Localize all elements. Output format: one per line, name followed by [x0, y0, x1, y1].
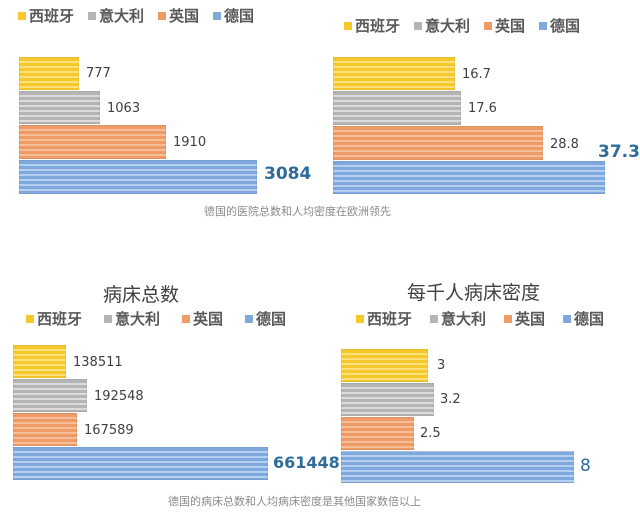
- legend-label: 西班牙: [37, 310, 83, 328]
- legend-swatch-icon: [344, 21, 352, 30]
- bar-germany: [13, 447, 268, 480]
- legend-item-germany: 德国: [563, 308, 604, 329]
- chart-title: 每千人病床密度: [407, 282, 541, 304]
- chart-title: 病床总数: [103, 284, 180, 306]
- value-label-highlight: 37.3: [598, 142, 640, 162]
- legend-swatch-icon: [158, 11, 167, 20]
- legend-label: 西班牙: [29, 7, 75, 25]
- value-label: 16.7: [462, 67, 491, 82]
- legend-label: 英国: [193, 310, 224, 328]
- value-label: 1910: [173, 135, 207, 150]
- bar-germany: [19, 160, 257, 194]
- legend-item-italy: 意大利: [88, 5, 144, 26]
- bar-spain: [13, 345, 66, 378]
- legend-swatch-icon: [430, 314, 439, 323]
- legend-swatch-icon: [88, 11, 97, 20]
- legend-swatch-icon: [182, 314, 191, 323]
- bar-germany: [341, 451, 574, 483]
- bar-italy: [333, 91, 461, 125]
- legend-label: 英国: [515, 310, 546, 328]
- bar-uk: [341, 417, 414, 450]
- value-label: 167589: [84, 423, 134, 438]
- legend: 西班牙 意大利 英国 德国: [344, 15, 594, 36]
- bar-spain: [333, 57, 455, 90]
- legend-label: 德国: [550, 17, 581, 35]
- legend-item-italy: 意大利: [414, 15, 470, 36]
- legend-item-spain: 西班牙: [356, 308, 412, 329]
- legend-swatch-icon: [356, 314, 364, 323]
- value-label: 3: [437, 358, 446, 373]
- bar-italy: [13, 379, 87, 412]
- value-label-highlight: 661448: [273, 453, 340, 472]
- value-label-highlight: 8: [580, 456, 591, 476]
- legend-swatch-icon: [563, 314, 572, 323]
- legend-label: 西班牙: [367, 310, 413, 328]
- legend-item-italy: 意大利: [430, 308, 486, 329]
- legend-swatch-icon: [539, 21, 548, 30]
- bar-uk: [19, 125, 166, 159]
- legend-item-spain: 西班牙: [344, 15, 400, 36]
- legend-label: 德国: [224, 7, 255, 25]
- value-label: 1063: [107, 101, 141, 116]
- caption-top: 德国的医院总数和人均密度在欧洲领先: [204, 205, 391, 218]
- legend-item-uk: 英国: [158, 5, 199, 26]
- caption-bottom: 德国的病床总数和人均病床密度是其他国家数倍以上: [168, 495, 421, 508]
- legend-label: 英国: [169, 7, 200, 25]
- legend-label: 德国: [256, 310, 287, 328]
- value-label: 17.6: [468, 101, 497, 116]
- legend-item-germany: 德国: [213, 5, 254, 26]
- bar-italy: [19, 91, 100, 124]
- legend-swatch-icon: [104, 314, 113, 323]
- legend-item-germany: 德国: [245, 308, 286, 329]
- value-label-highlight: 3084: [264, 164, 312, 184]
- legend-swatch-icon: [18, 11, 26, 20]
- value-label: 28.8: [550, 137, 579, 152]
- legend: 西班牙 意大利 英国 德国: [356, 308, 618, 329]
- legend-item-uk: 英国: [182, 308, 223, 329]
- legend-label: 意大利: [425, 17, 471, 35]
- legend-swatch-icon: [484, 21, 493, 30]
- bar-italy: [341, 383, 434, 416]
- legend-label: 意大利: [441, 310, 487, 328]
- value-label: 192548: [94, 389, 144, 404]
- legend-swatch-icon: [245, 314, 254, 323]
- legend-swatch-icon: [26, 314, 34, 323]
- legend-item-spain: 西班牙: [26, 308, 82, 329]
- legend-swatch-icon: [414, 21, 423, 30]
- bar-uk: [13, 413, 77, 446]
- legend-item-spain: 西班牙: [18, 5, 74, 26]
- legend-label: 意大利: [99, 7, 145, 25]
- legend-item-uk: 英国: [484, 15, 525, 36]
- legend-item-italy: 意大利: [104, 308, 160, 329]
- legend-swatch-icon: [504, 314, 513, 323]
- value-label: 138511: [73, 355, 123, 370]
- legend-label: 德国: [574, 310, 605, 328]
- value-label: 2.5: [420, 426, 441, 441]
- bar-spain: [341, 349, 428, 382]
- bar-uk: [333, 126, 543, 160]
- bar-spain: [19, 57, 79, 90]
- legend: 西班牙 意大利 英国 德国: [26, 308, 300, 329]
- legend-label: 西班牙: [355, 17, 401, 35]
- value-label: 3.2: [440, 392, 461, 407]
- value-label: 777: [86, 66, 111, 81]
- legend-item-uk: 英国: [504, 308, 545, 329]
- legend-item-germany: 德国: [539, 15, 580, 36]
- bar-germany: [333, 161, 605, 194]
- legend-label: 英国: [495, 17, 526, 35]
- legend-label: 意大利: [115, 310, 161, 328]
- legend-swatch-icon: [213, 11, 222, 20]
- legend: 西班牙 意大利 英国 德国: [18, 5, 268, 26]
